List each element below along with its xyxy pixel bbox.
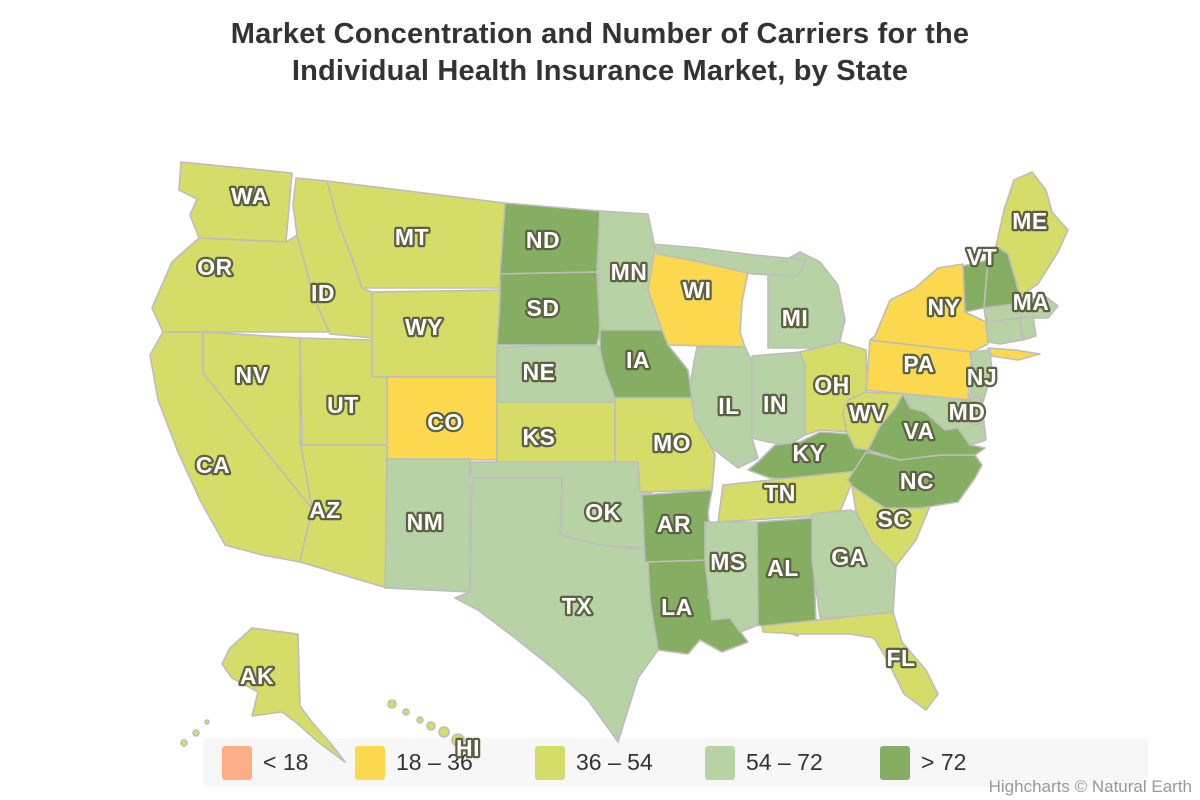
state-label-CO: CO <box>427 409 463 435</box>
state-label-NM: NM <box>407 509 444 535</box>
state-label-TX: TX <box>562 593 593 619</box>
state-HI-island[interactable] <box>451 733 465 747</box>
state-label-AK: AK <box>240 663 274 689</box>
state-label-ME: ME <box>1012 208 1048 234</box>
legend-class-label: > 72 <box>921 749 967 775</box>
state-label-MS: MS <box>710 549 746 575</box>
state-label-WY: WY <box>405 314 443 340</box>
state-label-MI: MI <box>782 305 809 331</box>
state-label-OH: OH <box>814 372 850 398</box>
state-label-AZ: AZ <box>309 497 341 523</box>
state-label-UT: UT <box>327 392 359 418</box>
state-label-ID: ID <box>311 280 335 306</box>
state-MI[interactable] <box>651 243 807 277</box>
state-label-KY: KY <box>793 440 826 466</box>
state-TX[interactable] <box>454 477 659 743</box>
state-label-IA: IA <box>626 347 650 373</box>
state-MS[interactable] <box>704 521 759 633</box>
legend-item-4[interactable]: 54 – 72 <box>705 738 823 787</box>
state-label-NE: NE <box>523 359 556 385</box>
state-RI[interactable] <box>1019 315 1037 341</box>
state-label-LA: LA <box>661 594 693 620</box>
state-label-IL: IL <box>718 393 739 419</box>
state-label-NJ: NJ <box>967 364 997 390</box>
state-label-MD: MD <box>949 399 986 425</box>
state-label-NV: NV <box>236 362 269 388</box>
state-HI-island[interactable] <box>387 699 397 709</box>
state-WV[interactable] <box>842 391 904 451</box>
state-AK-island[interactable] <box>192 729 200 737</box>
state-WA[interactable] <box>178 161 293 243</box>
state-label-OK: OK <box>585 499 621 525</box>
state-label-TN: TN <box>764 480 796 506</box>
state-label-MN: MN <box>611 259 648 285</box>
legend-color-swatch <box>535 745 565 780</box>
chart-title-line2: Individual Health Insurance Market, by S… <box>291 55 909 87</box>
state-NE[interactable] <box>496 344 618 403</box>
state-label-MT: MT <box>395 224 429 250</box>
state-HI-island[interactable] <box>402 708 410 716</box>
legend-item-3[interactable]: 36 – 54 <box>535 738 653 787</box>
state-label-WV: WV <box>849 400 887 426</box>
state-label-KS: KS <box>523 424 556 450</box>
state-label-OR: OR <box>197 254 233 280</box>
state-label-HI: HI <box>456 735 480 761</box>
legend-item-1[interactable]: < 18 <box>222 738 308 787</box>
state-GA[interactable] <box>811 509 897 619</box>
state-NY[interactable] <box>987 347 1041 361</box>
state-label-PA: PA <box>903 351 934 377</box>
state-HI-island[interactable] <box>438 726 450 738</box>
state-label-VT: VT <box>967 244 997 270</box>
state-label-SD: SD <box>527 295 560 321</box>
state-label-WA: WA <box>231 183 269 209</box>
state-label-ND: ND <box>526 227 560 253</box>
state-label-NY: NY <box>928 294 961 320</box>
legend-color-swatch <box>222 745 252 780</box>
state-label-NC: NC <box>900 468 934 494</box>
chart-title: Market Concentration and Number of Carri… <box>0 16 1200 90</box>
state-DE[interactable] <box>967 395 985 427</box>
credits-link[interactable]: Highcharts © Natural Earth <box>988 777 1192 796</box>
legend-color-swatch <box>355 745 385 780</box>
state-HI-island[interactable] <box>426 721 436 731</box>
state-label-SC: SC <box>878 506 911 532</box>
state-FL[interactable] <box>761 611 939 711</box>
state-MD[interactable] <box>904 393 987 446</box>
legend-class-label: 18 – 36 <box>396 749 473 775</box>
state-label-GA: GA <box>831 544 867 570</box>
legend-class-label: < 18 <box>263 749 309 775</box>
legend-item-5[interactable]: > 72 <box>880 738 966 787</box>
legend-item-2[interactable]: 18 – 36 <box>355 738 473 787</box>
legend-color-swatch <box>880 745 910 780</box>
state-label-VA: VA <box>903 418 934 444</box>
state-AK[interactable] <box>221 627 346 763</box>
state-label-CA: CA <box>196 452 230 478</box>
state-KS[interactable] <box>496 401 616 463</box>
legend: < 18 18 – 36 36 – 54 54 – 72 > 72 <box>203 738 1148 787</box>
legend-class-label: 36 – 54 <box>576 749 653 775</box>
state-label-FL: FL <box>886 645 915 671</box>
state-AK-island[interactable] <box>180 739 188 747</box>
legend-color-swatch <box>705 745 735 780</box>
state-label-MA: MA <box>1013 289 1050 315</box>
state-label-AL: AL <box>767 555 799 581</box>
state-label-WI: WI <box>682 277 711 303</box>
state-ME[interactable] <box>995 171 1069 297</box>
state-AK-island[interactable] <box>204 719 210 725</box>
state-HI-island[interactable] <box>416 716 424 724</box>
state-label-IN: IN <box>763 391 787 417</box>
chart-title-line1: Market Concentration and Number of Carri… <box>230 18 970 50</box>
state-label-AR: AR <box>657 511 691 537</box>
state-label-MO: MO <box>653 430 691 456</box>
legend-class-label: 54 – 72 <box>746 749 823 775</box>
state-IL[interactable] <box>689 346 759 469</box>
state-CT[interactable] <box>985 317 1023 345</box>
